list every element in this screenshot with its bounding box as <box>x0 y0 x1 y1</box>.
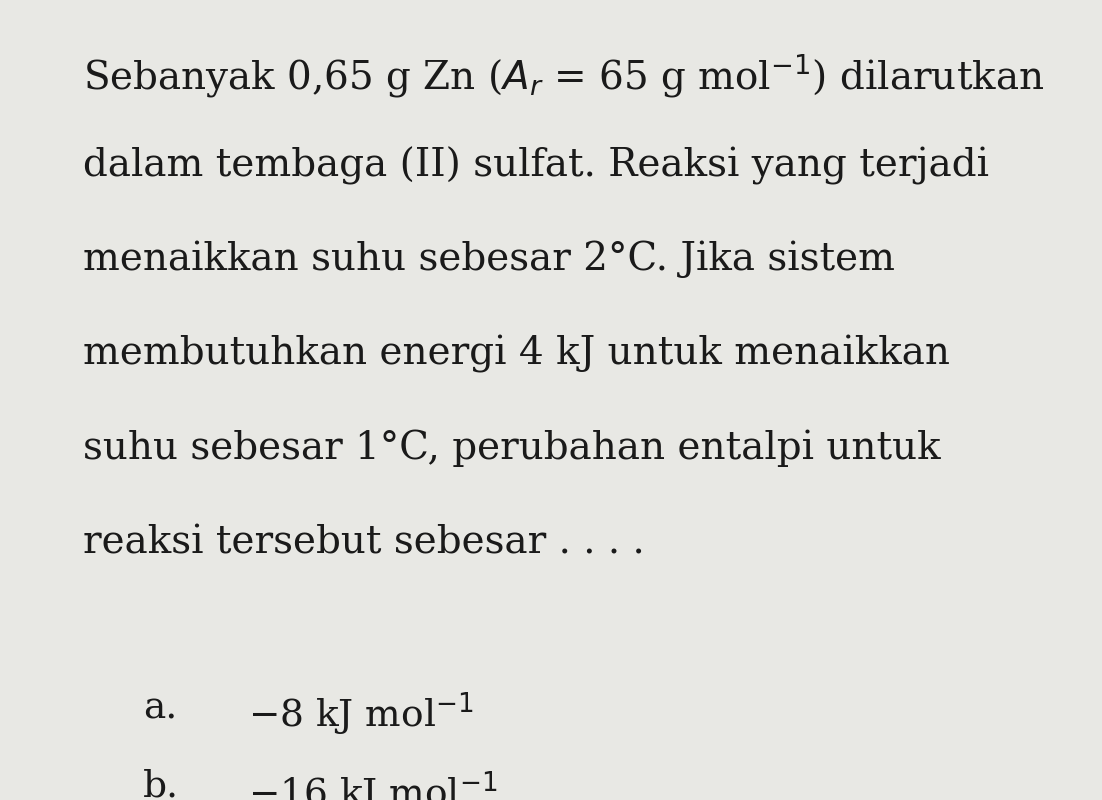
Text: −8 kJ mol$^{-1}$: −8 kJ mol$^{-1}$ <box>248 690 474 738</box>
Text: −16 kJ mol$^{-1}$: −16 kJ mol$^{-1}$ <box>248 769 497 800</box>
Text: dalam tembaga (II) sulfat. Reaksi yang terjadi: dalam tembaga (II) sulfat. Reaksi yang t… <box>83 146 988 185</box>
Text: Sebanyak 0,65 g Zn ($A_r$ = 65 g mol$^{-1}$) dilarutkan: Sebanyak 0,65 g Zn ($A_r$ = 65 g mol$^{-… <box>83 52 1044 99</box>
Text: membutuhkan energi 4 kJ untuk menaikkan: membutuhkan energi 4 kJ untuk menaikkan <box>83 335 950 373</box>
Text: menaikkan suhu sebesar 2°C. Jika sistem: menaikkan suhu sebesar 2°C. Jika sistem <box>83 241 895 278</box>
Text: suhu sebesar 1°C, perubahan entalpi untuk: suhu sebesar 1°C, perubahan entalpi untu… <box>83 430 940 467</box>
Text: reaksi tersebut sebesar . . . .: reaksi tersebut sebesar . . . . <box>83 524 645 561</box>
Text: a.: a. <box>143 690 177 726</box>
Text: b.: b. <box>143 769 180 800</box>
